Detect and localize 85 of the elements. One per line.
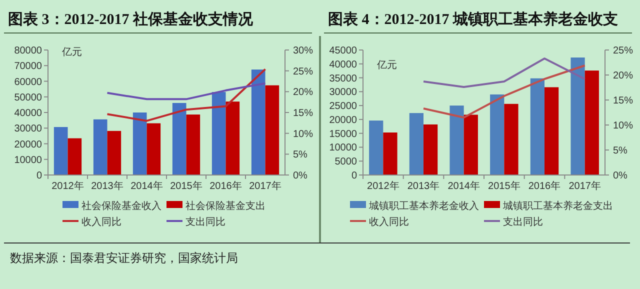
y-tick-label: 50000 bbox=[14, 92, 42, 104]
y-tick-label: 20000 bbox=[329, 114, 358, 126]
bar bbox=[93, 119, 108, 175]
y-tick-label: 80000 bbox=[14, 46, 42, 56]
chart-title: 图表 4：2012-2017 城镇职工基本养老金收支 bbox=[328, 10, 618, 28]
bar bbox=[464, 114, 478, 175]
y-axis-title: 亿元 bbox=[61, 47, 82, 58]
bar bbox=[251, 70, 266, 175]
x-tick-label: 2015年 bbox=[488, 180, 520, 192]
legend-label: 社会保险基金收入 bbox=[82, 200, 162, 212]
x-tick-label: 2014年 bbox=[448, 180, 480, 192]
legend-label: 城镇职工基本养老金收入 bbox=[368, 200, 479, 212]
bar bbox=[450, 106, 464, 175]
x-tick-label: 2017年 bbox=[249, 180, 282, 192]
x-tick-label: 2015年 bbox=[170, 180, 202, 192]
bar bbox=[530, 78, 544, 175]
bar bbox=[369, 120, 384, 175]
x-tick-label: 2017年 bbox=[568, 180, 601, 192]
y2-tick-label: 20% bbox=[613, 70, 634, 82]
line-series bbox=[106, 68, 266, 122]
y2-tick-label: 15% bbox=[293, 108, 314, 119]
bar bbox=[54, 127, 68, 175]
chart-title: 图表 3：2012-2017 社保基金收支情况 bbox=[8, 11, 254, 28]
y2-tick-label: 0% bbox=[293, 170, 308, 182]
legend-label: 收入同比 bbox=[369, 216, 409, 228]
line-series bbox=[422, 58, 586, 88]
x-tick-label: 2016年 bbox=[528, 180, 561, 192]
bar bbox=[409, 113, 424, 175]
y-tick-label: 60000 bbox=[14, 76, 42, 88]
y-tick-label: 20000 bbox=[14, 139, 42, 150]
y-tick-label: 10000 bbox=[14, 154, 42, 166]
y2-tick-label: 0% bbox=[613, 170, 628, 182]
bar bbox=[212, 92, 226, 175]
y2-tick-label: 10% bbox=[613, 120, 634, 132]
y2-tick-label: 15% bbox=[613, 96, 634, 106]
legend-label: 城镇职工基本养老金支出 bbox=[502, 200, 613, 212]
y-tick-label: 10000 bbox=[329, 142, 358, 154]
line-series bbox=[422, 64, 586, 118]
y2-tick-label: 25% bbox=[613, 46, 634, 56]
bar bbox=[186, 114, 200, 175]
bar bbox=[584, 70, 599, 175]
bar bbox=[490, 94, 504, 175]
y-tick-label: 40000 bbox=[14, 108, 42, 119]
x-tick-label: 2013年 bbox=[407, 180, 440, 192]
x-tick-label: 2012年 bbox=[52, 180, 84, 192]
y-tick-label: 30000 bbox=[14, 124, 42, 135]
y2-tick-label: 5% bbox=[613, 146, 628, 156]
bar bbox=[265, 85, 280, 175]
legend-label: 收入同比 bbox=[82, 216, 122, 228]
bar bbox=[172, 102, 186, 175]
y2-tick-label: 20% bbox=[293, 87, 314, 98]
y2-tick-label: 25% bbox=[293, 66, 314, 78]
bar bbox=[504, 104, 518, 175]
x-tick-label: 2013年 bbox=[91, 180, 124, 192]
source-note: 数据来源：国泰君安证券研究，国家统计局 bbox=[10, 251, 238, 265]
y-tick-label: 5000 bbox=[334, 156, 358, 168]
y-tick-label: 15000 bbox=[329, 128, 358, 140]
bar bbox=[570, 58, 585, 175]
y-tick-label: 35000 bbox=[329, 73, 358, 84]
x-tick-label: 2016年 bbox=[210, 180, 242, 192]
x-tick-label: 2014年 bbox=[130, 180, 163, 192]
bar bbox=[107, 130, 122, 175]
line-series bbox=[106, 82, 266, 100]
y-tick-label: 0 bbox=[36, 170, 42, 182]
y-tick-label: 25000 bbox=[329, 101, 358, 112]
x-tick-label: 2012年 bbox=[367, 180, 400, 192]
y2-tick-label: 5% bbox=[293, 150, 308, 161]
y-tick-label: 40000 bbox=[329, 59, 358, 70]
bar bbox=[226, 102, 240, 175]
y-tick-label: 45000 bbox=[329, 46, 358, 56]
bar bbox=[424, 124, 438, 175]
bar bbox=[383, 132, 398, 175]
bar bbox=[132, 112, 147, 175]
y-tick-label: 0 bbox=[351, 170, 358, 182]
legend-label: 社会保险基金支出 bbox=[186, 200, 266, 212]
y2-tick-label: 30% bbox=[293, 46, 314, 56]
y2-tick-label: 10% bbox=[293, 128, 314, 140]
y-tick-label: 70000 bbox=[14, 61, 42, 72]
bar bbox=[68, 138, 82, 175]
bar bbox=[146, 123, 161, 175]
y-axis-title: 亿元 bbox=[376, 60, 397, 71]
legend-label: 支出同比 bbox=[186, 216, 226, 228]
y-tick-label: 30000 bbox=[329, 87, 358, 98]
bar bbox=[544, 87, 559, 175]
legend-label: 支出同比 bbox=[503, 216, 543, 228]
